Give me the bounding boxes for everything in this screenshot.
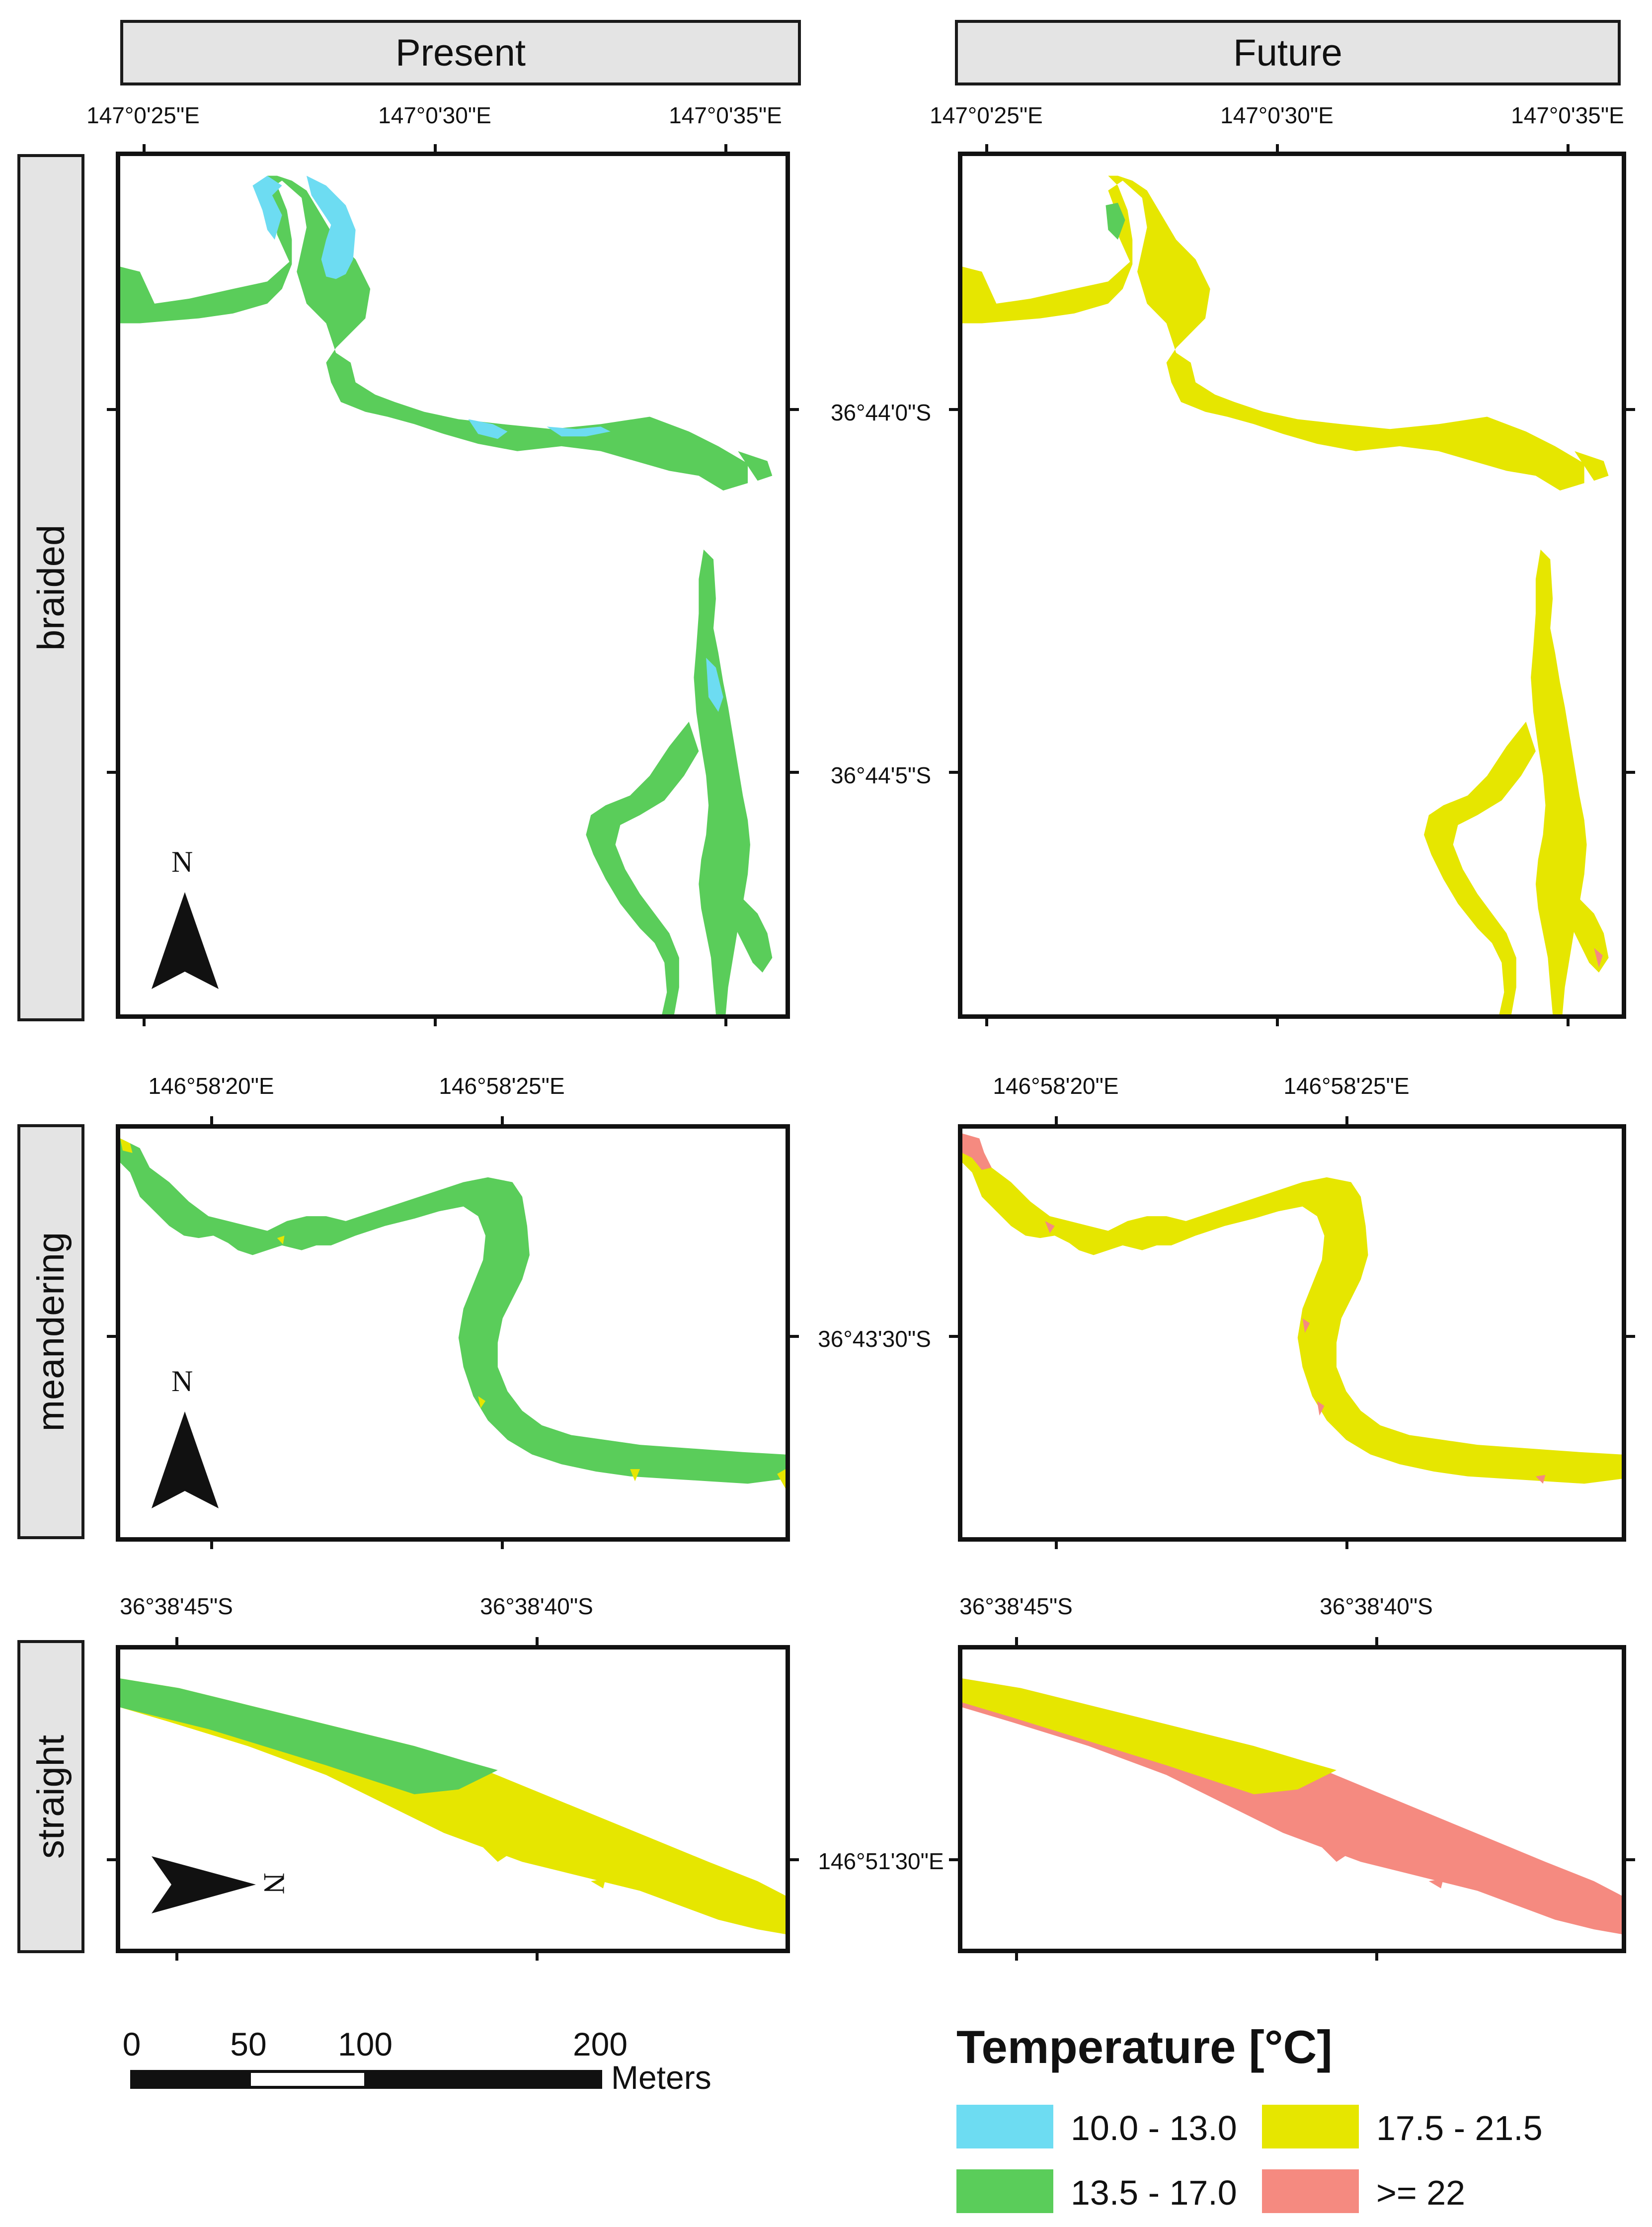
north-label-meandering: N xyxy=(171,1365,193,1398)
braided-lat-2: 36°44'5"S xyxy=(830,762,932,788)
legend-swatch-17-21 xyxy=(1262,2105,1359,2148)
legend-label-17-21: 17.5 - 21.5 xyxy=(1376,2109,1543,2147)
row-header-meandering: meandering xyxy=(17,1124,84,1539)
braided-present-lon-1: 147°0'25"E xyxy=(86,102,200,128)
map-braided-present xyxy=(116,152,790,1019)
braided-present-lon-2: 147°0'30"E xyxy=(378,102,491,128)
map-straight-present xyxy=(116,1645,790,1953)
column-label-present: Present xyxy=(395,31,526,74)
column-header-future: Future xyxy=(955,20,1621,85)
river-braided-future xyxy=(962,175,1609,1014)
straight-present-lat-2: 36°38'40"S xyxy=(480,1593,593,1619)
map-straight-future xyxy=(958,1645,1626,1953)
meandering-present-lon-2: 146°58'25"E xyxy=(439,1073,565,1099)
map-braided-future xyxy=(958,152,1626,1019)
legend-swatch-22 xyxy=(1262,2169,1359,2213)
legend-title: Temperature [°C] xyxy=(956,2021,1333,2073)
row-header-braided: braided xyxy=(17,154,84,1021)
straight-future-lat-1: 36°38'45"S xyxy=(959,1593,1073,1619)
scale-tick-0: 0 xyxy=(122,2026,141,2062)
scale-tick-200: 200 xyxy=(572,2026,628,2062)
row-label-meandering: meandering xyxy=(30,1232,72,1432)
north-label-straight: N xyxy=(258,1872,291,1895)
braided-future-lon-2: 147°0'30"E xyxy=(1220,102,1334,128)
row-label-straight: straight xyxy=(30,1734,73,1859)
scale-unit: Meters xyxy=(611,2059,711,2096)
river-meandering-future xyxy=(962,1133,1622,1484)
braided-lat-1: 36°44'0"S xyxy=(830,400,932,425)
row-header-straight: straight xyxy=(17,1640,84,1953)
north-label-braided: N xyxy=(171,845,193,878)
legend-label-13-17: 13.5 - 17.0 xyxy=(1071,2173,1237,2212)
north-arrow-icon xyxy=(152,1411,219,1508)
braided-present-lon-3: 147°0'35"E xyxy=(669,102,782,128)
meandering-lat-1: 36°43'30"S xyxy=(818,1326,931,1352)
meandering-future-lon-1: 146°58'20"E xyxy=(993,1073,1119,1099)
braided-future-lon-1: 147°0'25"E xyxy=(930,102,1043,128)
braided-future-lon-3: 147°0'35"E xyxy=(1511,102,1624,128)
straight-future-lat-2: 36°38'40"S xyxy=(1320,1593,1433,1619)
meandering-present-lon-1: 146°58'20"E xyxy=(148,1073,274,1099)
scale-tick-50: 50 xyxy=(230,2026,267,2062)
straight-present-lat-1: 36°38'45"S xyxy=(120,1593,233,1619)
column-label-future: Future xyxy=(1233,31,1342,74)
scale-tick-100: 100 xyxy=(337,2026,393,2062)
legend-label-22: >= 22 xyxy=(1376,2173,1466,2212)
river-straight-future xyxy=(962,1678,1622,1934)
legend-swatch-10-13 xyxy=(956,2105,1053,2148)
map-meandering-future xyxy=(958,1124,1626,1542)
river-braided-present xyxy=(120,175,773,1014)
north-arrow-icon xyxy=(152,892,219,989)
row-label-braided: braided xyxy=(30,524,72,651)
legend-label-10-13: 10.0 - 13.0 xyxy=(1071,2109,1237,2147)
north-arrow-icon xyxy=(152,1856,256,1913)
map-meandering-present xyxy=(116,1124,790,1542)
legend-swatch-13-17 xyxy=(956,2169,1053,2213)
river-meandering-present xyxy=(120,1138,786,1489)
column-header-present: Present xyxy=(120,20,801,85)
river-straight-present xyxy=(120,1678,786,1934)
meandering-future-lon-2: 146°58'25"E xyxy=(1283,1073,1410,1099)
straight-lon-1: 146°51'30"E xyxy=(818,1848,944,1874)
